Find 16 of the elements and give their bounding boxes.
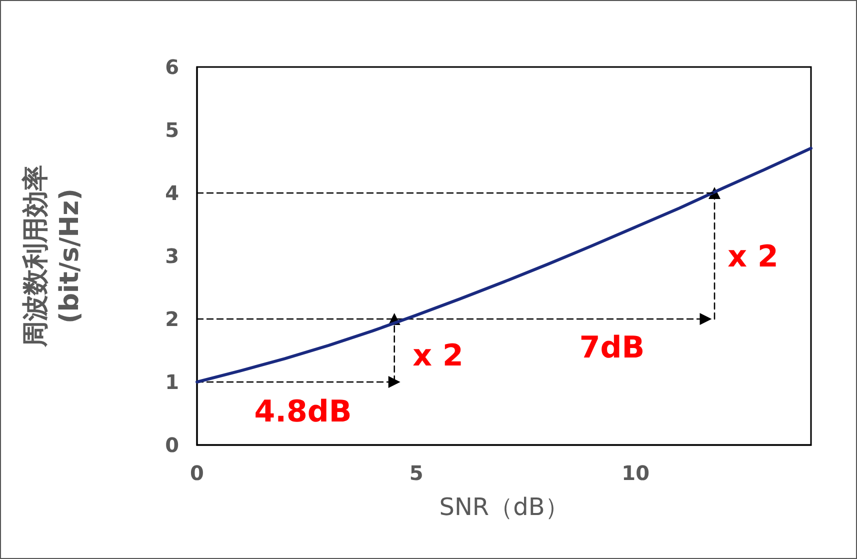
annotation: x 2	[412, 338, 464, 374]
y-tick-label: 1	[165, 370, 179, 394]
annotation: x 2	[728, 240, 778, 274]
x-tick-label: 5	[409, 461, 424, 485]
x-tick-label: 10	[622, 461, 650, 485]
y-tick-label: 0	[165, 433, 179, 457]
y-tick-label: 2	[165, 307, 179, 331]
y-axis-title: 周波数利用効率 (bit/s/Hz)	[21, 165, 85, 348]
y-tick-label: 5	[165, 118, 179, 142]
annotation: 4.8dB	[254, 394, 352, 430]
y-tick-label: 6	[165, 55, 179, 79]
y-tick-label: 4	[165, 181, 179, 205]
y-tick-label: 3	[165, 244, 179, 268]
x-tick-label: 0	[190, 461, 204, 485]
x-axis-title: SNR（dB）	[439, 493, 569, 521]
annotation: 7dB	[579, 330, 645, 366]
